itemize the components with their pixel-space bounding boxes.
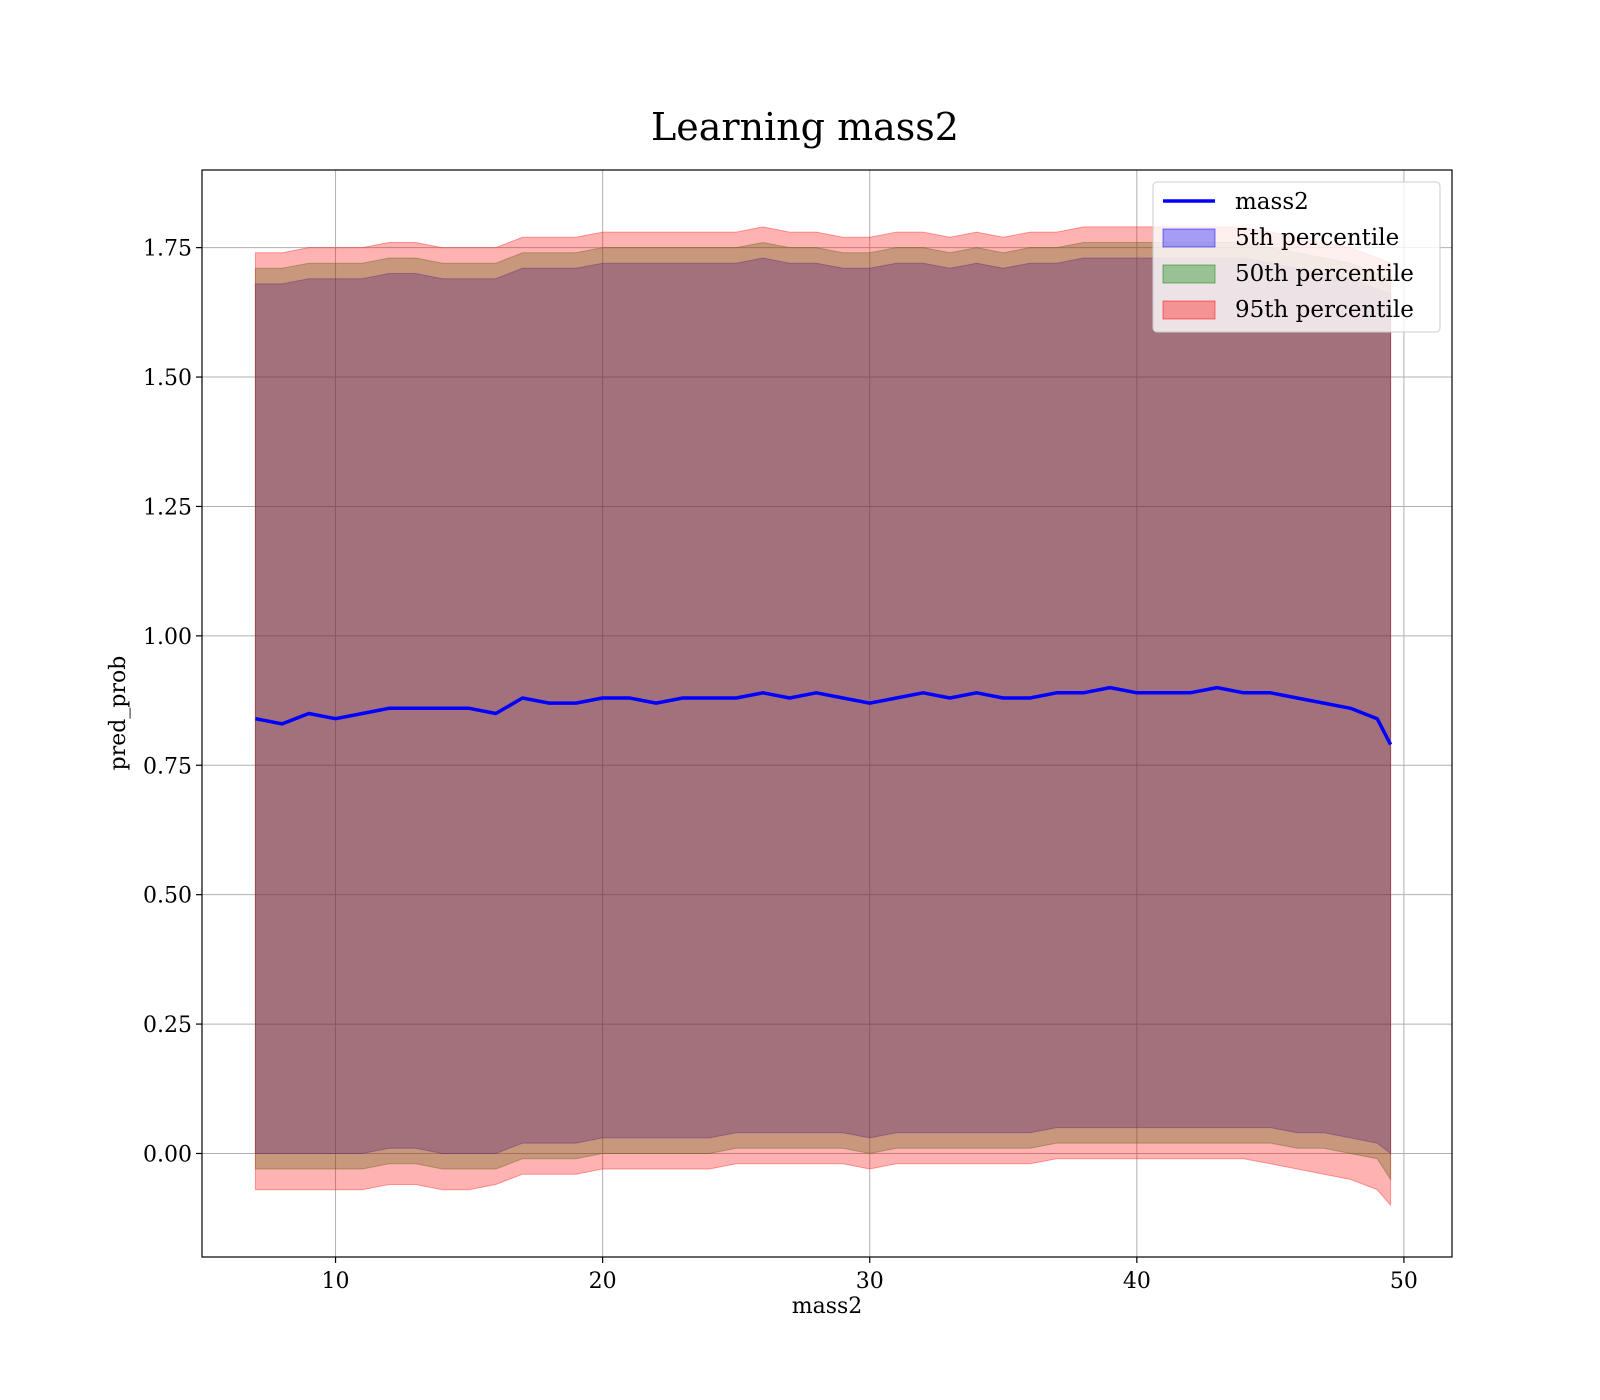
- x-tick-label: 20: [589, 1269, 617, 1294]
- y-tick-label: 1.50: [143, 366, 192, 391]
- legend-swatch-50th: [1162, 264, 1216, 284]
- percentile-bands: [254, 226, 1392, 1207]
- plot-area-frame: [201, 169, 1453, 1258]
- x-tick-label: 30: [856, 1269, 884, 1294]
- y-tick-label: 0.25: [143, 1013, 192, 1038]
- band-95th-percentile: [254, 226, 1392, 1207]
- y-tick-label: 0.50: [143, 884, 192, 909]
- legend-label-mass2: mass2: [1235, 189, 1309, 215]
- legend-swatch-95th: [1162, 300, 1216, 320]
- x-tick-label: 10: [322, 1269, 350, 1294]
- band-50th-percentile: [254, 241, 1392, 1182]
- x-axis-ticks: 10 20 30 40 50: [322, 1257, 1418, 1294]
- line-layer: [255, 685, 1393, 746]
- y-tick-label: 1.25: [143, 495, 192, 520]
- y-tick-label: 0.75: [143, 754, 192, 779]
- band-5th-percentile: [254, 257, 1392, 1155]
- legend-label-50th: 50th percentile: [1235, 261, 1414, 287]
- y-tick-label: 1.00: [143, 625, 192, 650]
- x-axis-label: mass2: [792, 1294, 863, 1319]
- y-axis-ticks: 0.00 0.25 0.50 0.75 1.00 1.25 1.50 1.75: [143, 237, 202, 1167]
- x-tick-label: 50: [1390, 1269, 1418, 1294]
- legend-label-95th: 95th percentile: [1235, 297, 1414, 323]
- x-tick-label: 40: [1123, 1269, 1151, 1294]
- legend: mass2 5th percentile 50th percentile 95t…: [1152, 181, 1441, 333]
- legend-label-5th: 5th percentile: [1235, 225, 1399, 251]
- y-axis-label: pred_prob: [106, 656, 131, 771]
- y-tick-label: 1.75: [143, 237, 192, 262]
- y-tick-label: 0.00: [143, 1142, 192, 1167]
- legend-box: [1152, 181, 1441, 333]
- legend-swatch-5th: [1162, 228, 1216, 248]
- series-line-mass2: [255, 685, 1393, 746]
- chart-title: Learning mass2: [651, 105, 959, 149]
